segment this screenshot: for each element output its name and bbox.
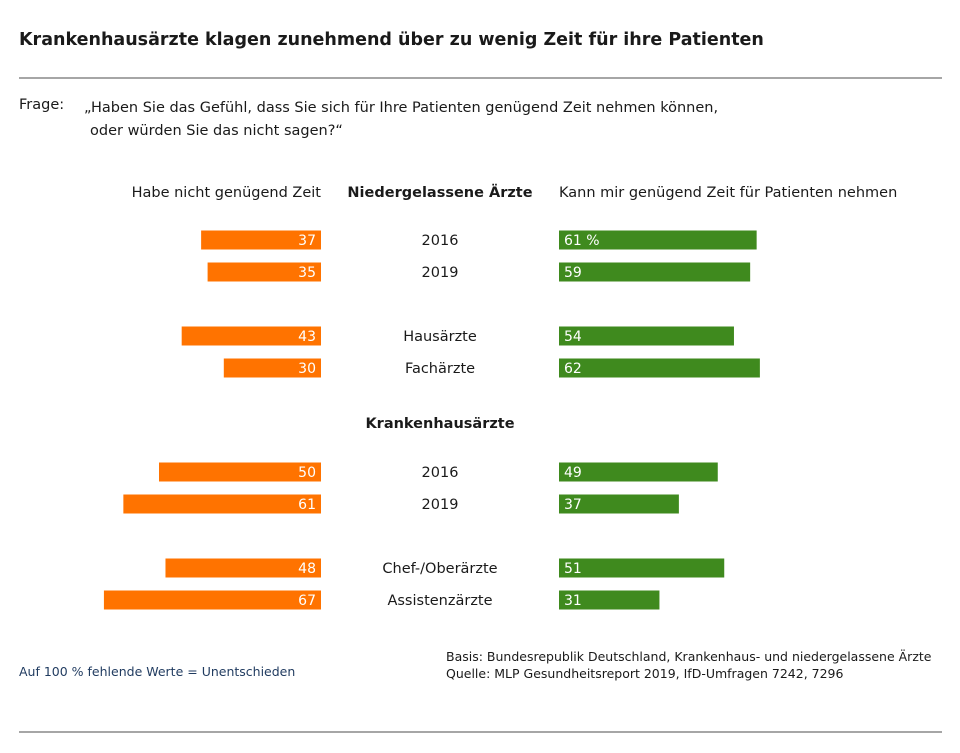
category-label: 2016 bbox=[422, 465, 459, 481]
category-label: 2016 bbox=[422, 233, 459, 249]
bar-right-label: 62 bbox=[564, 361, 582, 377]
category-label: Chef-/Oberärzte bbox=[382, 561, 497, 577]
bar-left bbox=[201, 230, 321, 250]
bar-left bbox=[181, 326, 321, 346]
bar-right bbox=[559, 558, 725, 578]
bar-left bbox=[123, 494, 321, 514]
category-label: Fachärzte bbox=[405, 361, 475, 377]
bar-right-label: 51 bbox=[564, 561, 582, 577]
left-column-header: Habe nicht genügend Zeit bbox=[132, 185, 322, 201]
bar-right bbox=[559, 590, 660, 610]
question-line-1: „Haben Sie das Gefühl, dass Sie sich für… bbox=[84, 100, 719, 116]
bottom-divider bbox=[19, 731, 942, 733]
bar-left-label: 61 bbox=[298, 497, 316, 513]
bar-left-label: 30 bbox=[298, 361, 316, 377]
category-label: Hausärzte bbox=[403, 329, 477, 345]
bar-right bbox=[559, 462, 718, 482]
bar-right bbox=[559, 262, 751, 282]
bar-right bbox=[559, 230, 757, 250]
category-label: 2019 bbox=[422, 497, 459, 513]
bar-right bbox=[559, 494, 679, 514]
top-divider bbox=[19, 77, 942, 79]
question-text: „Haben Sie das Gefühl, dass Sie sich für… bbox=[84, 97, 718, 143]
bar-right-label: 31 bbox=[564, 593, 582, 609]
bar-left bbox=[165, 558, 321, 578]
source-quelle: Quelle: MLP Gesundheitsreport 2019, IfD-… bbox=[446, 666, 844, 681]
bar-right-label: 49 bbox=[564, 465, 582, 481]
bar-left bbox=[223, 358, 321, 378]
bar-left-label: 37 bbox=[298, 233, 316, 249]
bar-left bbox=[103, 590, 321, 610]
bar-left-label: 50 bbox=[298, 465, 316, 481]
bar-left bbox=[207, 262, 321, 282]
footnote: Auf 100 % fehlende Werte = Unentschieden bbox=[19, 664, 296, 679]
source-basis: Basis: Bundesrepublik Deutschland, Krank… bbox=[446, 649, 932, 664]
category-label: 2019 bbox=[422, 265, 459, 281]
bar-right-label: 37 bbox=[564, 497, 582, 513]
bar-left bbox=[159, 462, 321, 482]
bar-right bbox=[559, 326, 734, 346]
bar-right-label: 54 bbox=[564, 329, 582, 345]
bar-right-label: 59 bbox=[564, 265, 582, 281]
source-block: Basis: Bundesrepublik Deutschland, Krank… bbox=[446, 648, 931, 682]
bar-right bbox=[559, 358, 760, 378]
question-line-2: oder würden Sie das nicht sagen?“ bbox=[90, 123, 343, 139]
chart-title: Krankenhausärzte klagen zunehmend über z… bbox=[19, 30, 764, 50]
group-header: Niedergelassene Ärzte bbox=[347, 184, 532, 201]
bar-left-label: 67 bbox=[298, 593, 316, 609]
bar-left-label: 35 bbox=[298, 265, 316, 281]
bar-right-label: 61 % bbox=[564, 233, 600, 249]
question-label: Frage: bbox=[19, 97, 65, 113]
bar-left-label: 48 bbox=[298, 561, 316, 577]
right-column-header: Kann mir genügend Zeit für Patienten neh… bbox=[559, 185, 897, 201]
category-label: Assistenzärzte bbox=[387, 593, 492, 609]
group-header: Krankenhausärzte bbox=[365, 416, 514, 432]
bar-left-label: 43 bbox=[298, 329, 316, 345]
